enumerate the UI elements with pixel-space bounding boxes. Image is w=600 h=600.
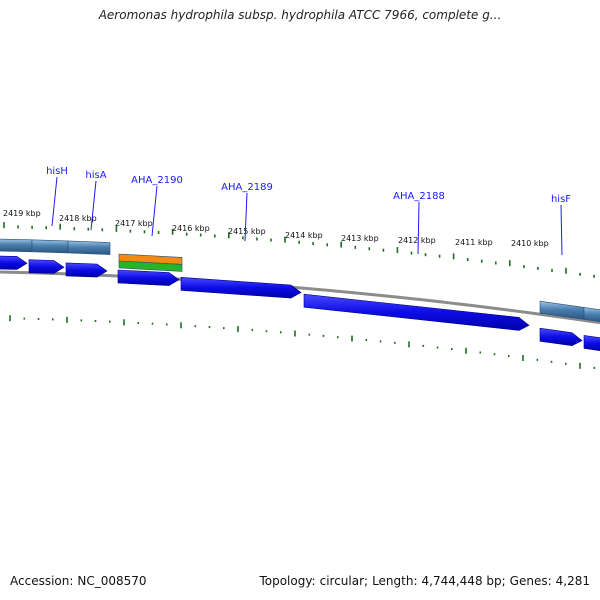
- gene-label: AHA_2189: [221, 182, 273, 193]
- gene-leader-line: [244, 192, 248, 242]
- scale-label: 2412 kbp: [398, 236, 436, 245]
- gene-label: AHA_2190: [131, 175, 183, 186]
- scale-label: 2410 kbp: [511, 239, 549, 248]
- gene-label: hisF: [551, 194, 571, 205]
- cds-arrow: [539, 327, 583, 347]
- gene-label: hisH: [46, 166, 68, 177]
- cds-arrow: [180, 276, 302, 299]
- topology-label: Topology:: [259, 574, 316, 588]
- gene-leader-line: [560, 204, 563, 256]
- scale-label: 2414 kbp: [285, 231, 323, 240]
- scale-label: 2411 kbp: [455, 238, 493, 247]
- gene-leader-line: [90, 180, 97, 231]
- scale-label: 2413 kbp: [341, 234, 379, 243]
- scale-label: 2418 kbp: [59, 214, 97, 223]
- genes-value: 4,281: [555, 574, 590, 588]
- genome-stats: Topology: circular; Length: 4,744,448 bp; Ge…: [259, 574, 590, 588]
- accession-info: Accession: NC_008570: [10, 574, 147, 588]
- gene-label: AHA_2188: [393, 191, 445, 202]
- cds-arrow: [0, 255, 28, 270]
- map-title: Aeromonas hydrophila subsp. hydrophila A…: [98, 8, 502, 22]
- scale-label: 2415 kbp: [228, 227, 266, 236]
- cds-arrow: [28, 259, 65, 274]
- gene-bar: [67, 240, 111, 255]
- cds-arrow: [583, 335, 600, 352]
- genome-backbone: [0, 270, 600, 325]
- length-value: 4,744,448 bp;: [421, 574, 506, 588]
- length-label: Length:: [372, 574, 418, 588]
- cds-arrow: [303, 293, 530, 331]
- gene-bar: [31, 239, 69, 254]
- topology-value: circular;: [319, 574, 369, 588]
- accession-label: Accession:: [10, 574, 74, 588]
- rna-feature-green: [118, 260, 183, 272]
- gene-label: hisA: [85, 170, 106, 181]
- gene-leader-line: [51, 176, 58, 227]
- cds-arrow: [65, 262, 108, 278]
- gene-bar: [583, 307, 600, 322]
- gene-leader-line: [417, 201, 420, 255]
- scale-label: 2419 kbp: [3, 209, 41, 218]
- genes-label: Genes:: [509, 574, 552, 588]
- scale-label: 2416 kbp: [172, 224, 210, 233]
- gene-leader-line: [151, 185, 158, 237]
- scale-label: 2417 kbp: [115, 219, 153, 228]
- cds-arrow: [117, 269, 180, 286]
- gene-bar: [0, 238, 33, 253]
- accession-value: NC_008570: [77, 574, 147, 588]
